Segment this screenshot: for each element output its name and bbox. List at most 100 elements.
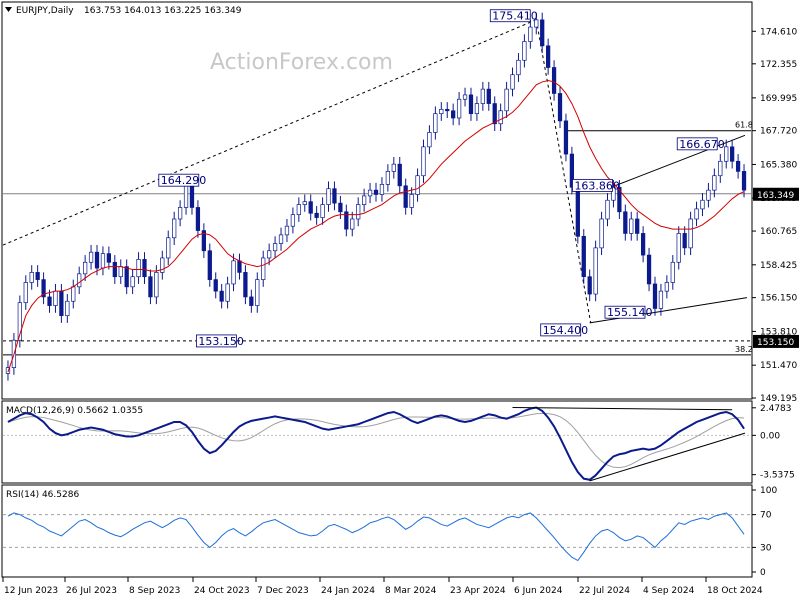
date-tick-label: 24 Oct 2023 <box>194 586 250 596</box>
price-tick-label: 156.150 <box>760 294 797 304</box>
price-tick-label: 172.355 <box>760 60 797 70</box>
candle-body <box>706 189 711 201</box>
price-annotation: 154.400 <box>540 323 589 337</box>
candle-body <box>712 175 717 191</box>
date-tick-label: 6 Jun 2024 <box>514 586 563 596</box>
date-tick-label: 8 Mar 2024 <box>385 586 437 596</box>
candle-body <box>338 202 343 213</box>
candle-body <box>154 272 159 298</box>
price-annotation: 175.410 <box>489 9 538 23</box>
annotation-label: 175.410 <box>492 10 537 23</box>
candle-body <box>284 225 290 236</box>
rsi-panel <box>1 484 753 578</box>
candle-body <box>403 185 408 208</box>
candle-body <box>243 272 248 298</box>
candle-body <box>94 251 100 269</box>
candle-body <box>350 218 355 230</box>
annotation-label: 154.400 <box>543 324 589 337</box>
rsi-lines <box>3 512 751 562</box>
macd-bottom-trendline <box>589 432 746 482</box>
symbol-label: EURJPY,Daily <box>16 6 74 16</box>
current-price-box <box>753 187 799 201</box>
candle-body <box>59 290 64 317</box>
candle-body <box>391 163 396 172</box>
candle-body <box>332 188 337 204</box>
date-tick-label: 4 Sep 2024 <box>643 586 695 596</box>
watermark-text: ActionForex.com <box>210 50 393 75</box>
level-price-marker: 153.150 <box>753 334 799 348</box>
candle-body <box>492 103 497 125</box>
fib-618-label: 61.8 <box>735 121 753 130</box>
candle-body <box>617 186 622 213</box>
candle-body <box>516 59 521 76</box>
candle-body <box>694 208 699 220</box>
candle-body <box>65 300 70 317</box>
candle-body <box>427 132 432 148</box>
macd-axis: 2.4783 0.00 -3.5375 <box>752 404 795 481</box>
candle-body <box>53 290 58 306</box>
candle-body <box>195 207 201 231</box>
candle-body <box>623 211 628 234</box>
date-tick-label: 23 Apr 2024 <box>450 586 506 596</box>
price-tick-label: 174.610 <box>760 27 797 37</box>
candle-body <box>320 204 325 218</box>
candle-body <box>201 230 206 252</box>
annotation-label: 155.140 <box>607 306 653 319</box>
candle-body <box>255 279 260 306</box>
candle-body <box>557 93 563 122</box>
rsi-tick-label: 30 <box>760 543 772 553</box>
candle-body <box>415 175 420 195</box>
price-tick-label: 151.470 <box>760 361 797 371</box>
candle-body <box>421 146 426 177</box>
annotation-label: 166.670 <box>679 138 725 151</box>
current-price-marker: 163.349 <box>753 187 799 201</box>
candle-body <box>219 290 224 302</box>
candle-body <box>385 171 391 185</box>
candle-body <box>581 235 586 278</box>
candle-body <box>439 108 444 115</box>
candle-body <box>213 279 218 292</box>
candle-body <box>314 212 319 218</box>
candle-body <box>504 88 509 112</box>
candle-body <box>379 184 385 195</box>
candle-body <box>136 259 141 278</box>
channel-lower-line <box>589 297 748 324</box>
candle-body <box>540 19 545 47</box>
candle-body <box>599 218 604 249</box>
macd-main-line <box>7 406 745 481</box>
candle-body <box>629 218 634 234</box>
date-tick-label: 26 Jul 2023 <box>66 586 117 596</box>
annotation-label: 164.290 <box>161 174 207 187</box>
candle-body <box>718 160 723 177</box>
candle-body <box>17 302 22 341</box>
chart-title-group: EURJPY,Daily 163.753 164.013 163.225 163… <box>5 6 242 16</box>
candle-body <box>480 88 485 104</box>
price-tick-label: 153.810 <box>760 327 797 337</box>
macd-top-trendline <box>512 407 733 411</box>
candle-body <box>510 74 515 90</box>
candle-body <box>445 108 450 112</box>
dropdown-arrow-icon[interactable] <box>5 7 12 12</box>
candle-body <box>456 98 462 119</box>
price-annotation: 163.860 <box>572 178 620 192</box>
dashed-trendline-up <box>2 19 537 246</box>
annotation-box <box>489 9 531 23</box>
sma-line <box>7 79 745 373</box>
candle-body <box>546 45 551 68</box>
candle-body <box>124 266 129 288</box>
annotation-label: 153.150 <box>198 335 244 348</box>
date-tick-label: 18 Oct 2024 <box>707 586 763 596</box>
candle-body <box>563 120 569 155</box>
candle-body <box>730 146 735 162</box>
candle-body <box>735 160 741 172</box>
candle-body <box>605 199 610 220</box>
candle-body <box>142 259 147 278</box>
candle-body <box>676 233 681 263</box>
candle-body <box>569 153 575 188</box>
candle-body <box>326 188 331 205</box>
annotation-box <box>604 305 646 319</box>
moving-average <box>7 79 745 373</box>
level-price-box <box>753 334 799 348</box>
candle-body <box>635 218 640 234</box>
